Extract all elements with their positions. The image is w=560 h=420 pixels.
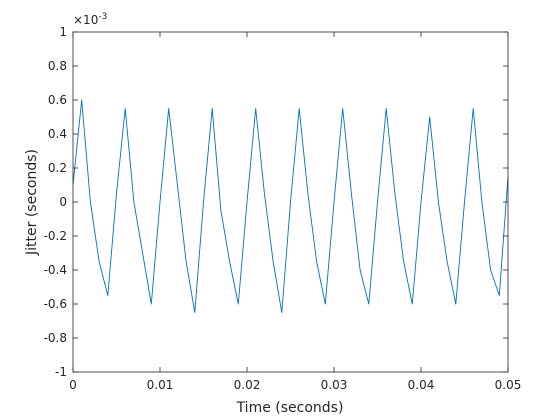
series-line <box>72 99 509 313</box>
x-tick-label: 0.03 <box>321 378 348 392</box>
x-tick-label: 0 <box>69 378 77 392</box>
y-tick-label: -0.4 <box>44 263 67 277</box>
y-axis-label: Jitter (seconds) <box>24 149 40 256</box>
y-tick-label: -1 <box>55 365 67 379</box>
x-tick-label: 0.02 <box>234 378 261 392</box>
y-tick-label: 0.8 <box>48 59 67 73</box>
y-tick-label: 1 <box>59 25 67 39</box>
x-axis-label: Time (seconds) <box>236 400 344 416</box>
y-tick-label: 0 <box>59 195 67 209</box>
y-tick-label: -0.8 <box>44 331 67 345</box>
y-tick-label: -0.6 <box>44 297 67 311</box>
y-exponent-label: ×10-3 <box>73 12 107 27</box>
y-tick-label: 0.2 <box>48 161 67 175</box>
y-tick-label: 0.4 <box>48 127 67 141</box>
x-tick-label: 0.04 <box>408 378 435 392</box>
ticks: 0 0.01 0.02 0.03 0.04 0.05 -1 -0.8 -0.6 -0.4 -0.2 0… <box>44 25 522 392</box>
y-tick-label: 0.6 <box>48 93 67 107</box>
x-tick-label: 0.05 <box>495 378 522 392</box>
x-tick-label: 0.01 <box>147 378 174 392</box>
y-tick-label: -0.2 <box>44 229 67 243</box>
